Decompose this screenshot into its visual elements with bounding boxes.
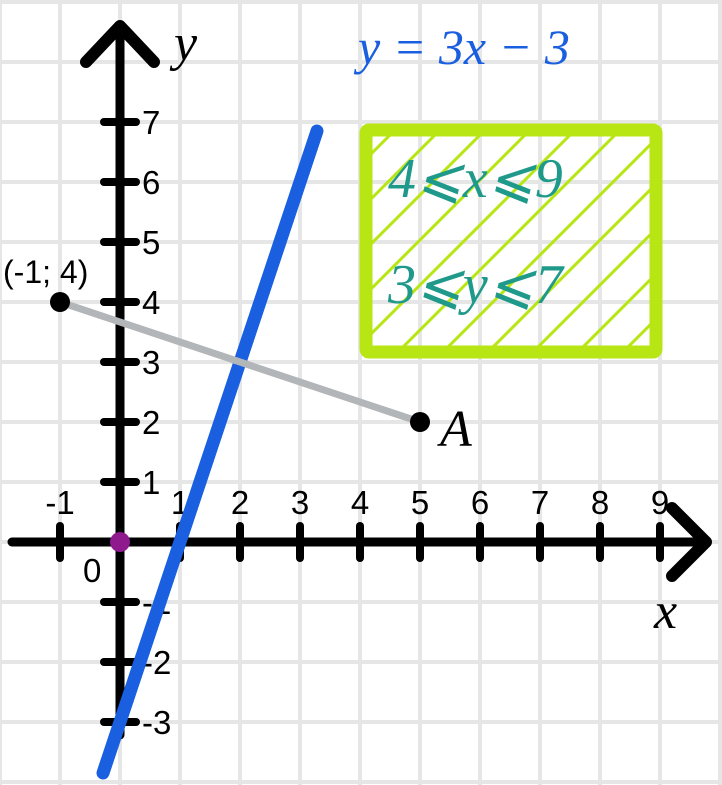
hatch-line: [530, 226, 656, 352]
region-frame: [359, 123, 663, 359]
y-axis-name: y: [169, 15, 198, 72]
y-range-label: 3⩽y⩽7: [387, 254, 565, 316]
x-ticks: -1 1 2 3 4 5 6 7 8 9: [45, 484, 669, 562]
y-tick-label: 3: [142, 344, 160, 381]
hatch-line: [485, 181, 656, 352]
point-a: [410, 412, 430, 432]
hatch-line: [366, 130, 533, 297]
point-minus1-4-label: (-1; 4): [3, 254, 88, 290]
y-tick-label: 6: [142, 164, 160, 201]
hatch-line: [366, 130, 578, 342]
line-equation-label: y = 3x − 3: [353, 19, 570, 75]
x-tick-label: 9: [651, 484, 669, 521]
hatch-line: [366, 130, 443, 207]
origin-label: 0: [83, 552, 101, 589]
segment-to-a: [56, 298, 424, 426]
x-tick-label: 6: [471, 484, 489, 521]
hatch-line: [575, 271, 656, 352]
x-tick-label: 4: [351, 484, 369, 521]
point-a-label: A: [437, 401, 472, 458]
x-tick-label: 8: [591, 484, 609, 521]
x-tick-label: -1: [45, 484, 74, 521]
y-tick-label: -3: [142, 704, 171, 741]
y-tick-label: 1: [142, 464, 160, 501]
y-tick-label: 4: [142, 284, 160, 321]
hatch-line: [395, 130, 623, 352]
x-tick-label: 2: [231, 484, 249, 521]
region-box: 4⩽x⩽9 3⩽y⩽7: [359, 123, 663, 359]
x-range-label: 4⩽x⩽9: [388, 148, 563, 210]
origin-point: [110, 532, 130, 552]
region-hatching: [366, 130, 656, 352]
y-axis-arrow-icon: [80, 20, 160, 68]
x-tick-label: 3: [291, 484, 309, 521]
x-tick-label: 7: [531, 484, 549, 521]
hatch-line: [366, 130, 488, 252]
point-minus1-4: [50, 292, 70, 312]
x-tick-label: 5: [411, 484, 429, 521]
y-tick-label: 7: [142, 104, 160, 141]
hatch-line: [366, 130, 398, 162]
x-axis-arrow-icon: [666, 502, 712, 582]
x-axis-name: x: [653, 583, 677, 640]
line-y-3x-minus-3: [96, 124, 324, 780]
y-tick-label: 5: [142, 224, 160, 261]
y-tick-label: 2: [142, 404, 160, 441]
hatch-line: [620, 316, 656, 352]
